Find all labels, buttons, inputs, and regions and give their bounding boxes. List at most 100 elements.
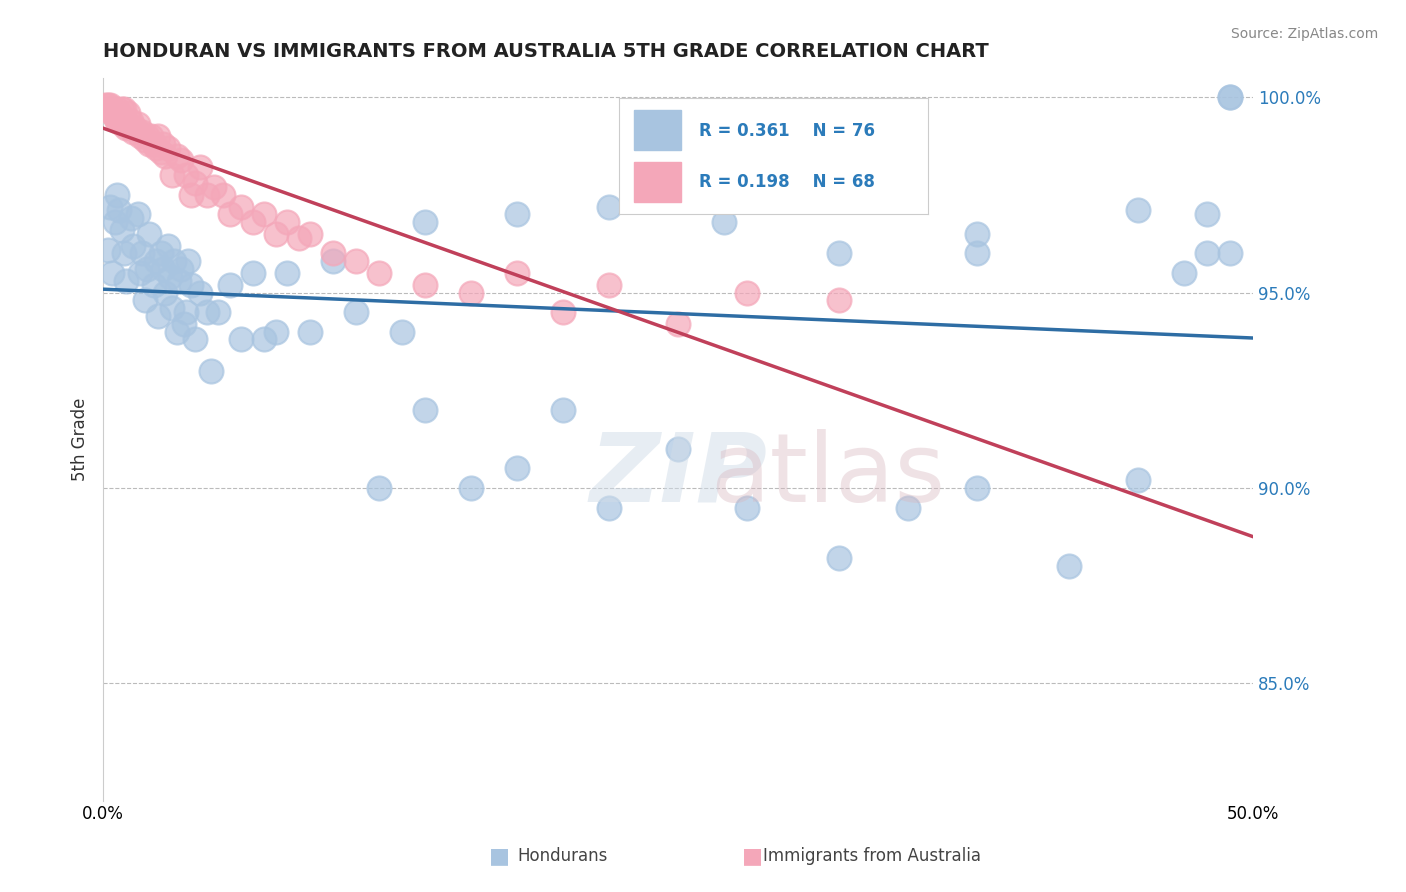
Point: [200, 364, 222, 378]
Point: [117, 105, 139, 120]
Point: [276, 266, 298, 280]
Point: [97, 98, 120, 112]
Point: [207, 305, 229, 319]
Point: [117, 118, 139, 132]
Point: [1173, 266, 1195, 280]
Point: [108, 203, 131, 218]
Point: [211, 187, 233, 202]
Point: [122, 125, 145, 139]
Point: [966, 246, 988, 260]
Point: [195, 305, 218, 319]
Point: [506, 207, 529, 221]
Point: [142, 136, 165, 151]
Point: [108, 105, 131, 120]
Point: [97, 243, 120, 257]
Point: [1126, 203, 1149, 218]
Point: [1219, 246, 1241, 260]
FancyBboxPatch shape: [634, 110, 681, 150]
Point: [124, 121, 146, 136]
Point: [188, 161, 211, 175]
Point: [368, 481, 391, 495]
Point: [104, 105, 127, 120]
Point: [391, 325, 413, 339]
Point: [184, 333, 207, 347]
Text: Hondurans: Hondurans: [517, 847, 607, 865]
Point: [131, 246, 153, 260]
Point: [127, 207, 149, 221]
Y-axis label: 5th Grade: 5th Grade: [72, 398, 89, 481]
Point: [179, 277, 201, 292]
Point: [179, 187, 201, 202]
Point: [110, 118, 132, 132]
Point: [134, 293, 156, 308]
Point: [129, 129, 152, 144]
Point: [598, 500, 620, 515]
Point: [276, 215, 298, 229]
Point: [160, 169, 183, 183]
Point: [413, 277, 436, 292]
Point: [264, 227, 287, 241]
Point: [460, 285, 482, 300]
Point: [112, 246, 135, 260]
Point: [1195, 207, 1218, 221]
Point: [101, 105, 124, 120]
Point: [156, 238, 179, 252]
Point: [138, 136, 160, 151]
Point: [138, 227, 160, 241]
Point: [551, 305, 574, 319]
Point: [101, 102, 124, 116]
Point: [105, 187, 128, 202]
Point: [159, 269, 181, 284]
Point: [253, 333, 276, 347]
Point: [506, 461, 529, 475]
Point: [145, 254, 167, 268]
Point: [104, 110, 127, 124]
Point: [177, 254, 200, 268]
Point: [242, 266, 264, 280]
Text: HONDURAN VS IMMIGRANTS FROM AUSTRALIA 5TH GRADE CORRELATION CHART: HONDURAN VS IMMIGRANTS FROM AUSTRALIA 5T…: [103, 42, 988, 61]
Point: [598, 277, 620, 292]
Point: [413, 402, 436, 417]
Point: [152, 136, 174, 151]
Point: [174, 305, 197, 319]
Point: [322, 246, 344, 260]
Point: [1219, 90, 1241, 104]
Point: [141, 129, 163, 144]
Point: [828, 246, 851, 260]
Text: R = 0.198    N = 68: R = 0.198 N = 68: [699, 173, 875, 191]
Point: [127, 118, 149, 132]
Point: [152, 262, 174, 277]
Point: [551, 402, 574, 417]
Point: [299, 227, 322, 241]
Point: [155, 149, 177, 163]
Point: [202, 180, 225, 194]
Point: [1195, 246, 1218, 260]
Point: [242, 215, 264, 229]
Point: [170, 153, 193, 167]
Point: [122, 238, 145, 252]
Point: [229, 333, 252, 347]
Point: [735, 500, 758, 515]
Point: [460, 481, 482, 495]
Point: [828, 293, 851, 308]
Point: [131, 125, 153, 139]
Point: [666, 442, 689, 456]
Point: [149, 145, 172, 159]
Point: [299, 325, 322, 339]
Point: [966, 227, 988, 241]
Point: [166, 149, 188, 163]
Point: [112, 113, 135, 128]
Point: [966, 481, 988, 495]
Point: [1057, 559, 1080, 574]
Text: ■: ■: [489, 847, 509, 866]
Point: [115, 121, 138, 136]
Point: [188, 285, 211, 300]
Point: [110, 102, 132, 116]
Point: [167, 274, 190, 288]
Point: [897, 500, 920, 515]
Point: [129, 266, 152, 280]
Point: [115, 274, 138, 288]
Point: [218, 207, 240, 221]
Point: [666, 317, 689, 331]
Point: [713, 215, 735, 229]
